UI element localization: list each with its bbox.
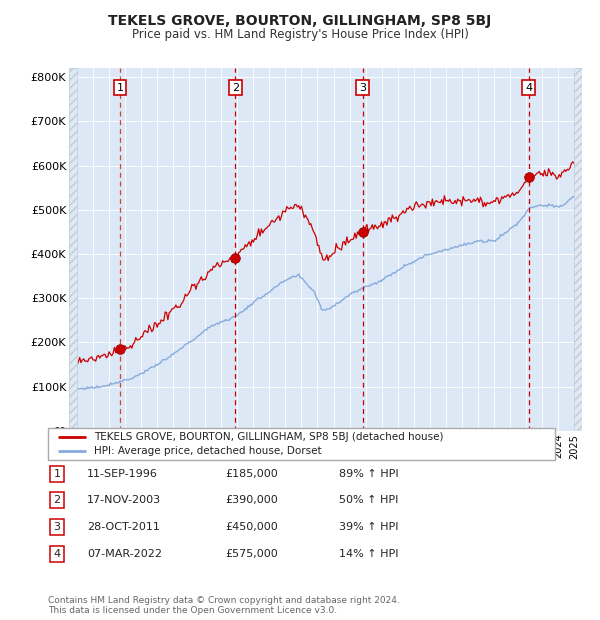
Text: 39% ↑ HPI: 39% ↑ HPI bbox=[339, 522, 398, 532]
Text: 4: 4 bbox=[53, 549, 61, 559]
Text: 1: 1 bbox=[116, 82, 124, 93]
Text: £390,000: £390,000 bbox=[225, 495, 278, 505]
Text: 17-NOV-2003: 17-NOV-2003 bbox=[87, 495, 161, 505]
Text: HPI: Average price, detached house, Dorset: HPI: Average price, detached house, Dors… bbox=[94, 446, 321, 456]
Bar bbox=[69, 68, 77, 431]
Text: TEKELS GROVE, BOURTON, GILLINGHAM, SP8 5BJ: TEKELS GROVE, BOURTON, GILLINGHAM, SP8 5… bbox=[109, 14, 491, 28]
Text: 11-SEP-1996: 11-SEP-1996 bbox=[87, 469, 158, 479]
Text: 3: 3 bbox=[359, 82, 366, 93]
Bar bbox=[574, 68, 582, 431]
Text: £575,000: £575,000 bbox=[225, 549, 278, 559]
Text: 3: 3 bbox=[53, 522, 61, 532]
Text: 50% ↑ HPI: 50% ↑ HPI bbox=[339, 495, 398, 505]
Text: £450,000: £450,000 bbox=[225, 522, 278, 532]
Text: TEKELS GROVE, BOURTON, GILLINGHAM, SP8 5BJ (detached house): TEKELS GROVE, BOURTON, GILLINGHAM, SP8 5… bbox=[94, 432, 443, 442]
Text: 2: 2 bbox=[53, 495, 61, 505]
FancyBboxPatch shape bbox=[48, 428, 555, 460]
Text: 4: 4 bbox=[525, 82, 532, 93]
Text: Price paid vs. HM Land Registry's House Price Index (HPI): Price paid vs. HM Land Registry's House … bbox=[131, 28, 469, 41]
Text: £185,000: £185,000 bbox=[225, 469, 278, 479]
Text: 1: 1 bbox=[53, 469, 61, 479]
Text: 07-MAR-2022: 07-MAR-2022 bbox=[87, 549, 162, 559]
Text: 28-OCT-2011: 28-OCT-2011 bbox=[87, 522, 160, 532]
Text: 14% ↑ HPI: 14% ↑ HPI bbox=[339, 549, 398, 559]
Text: 89% ↑ HPI: 89% ↑ HPI bbox=[339, 469, 398, 479]
Text: Contains HM Land Registry data © Crown copyright and database right 2024.
This d: Contains HM Land Registry data © Crown c… bbox=[48, 596, 400, 615]
Text: 2: 2 bbox=[232, 82, 239, 93]
